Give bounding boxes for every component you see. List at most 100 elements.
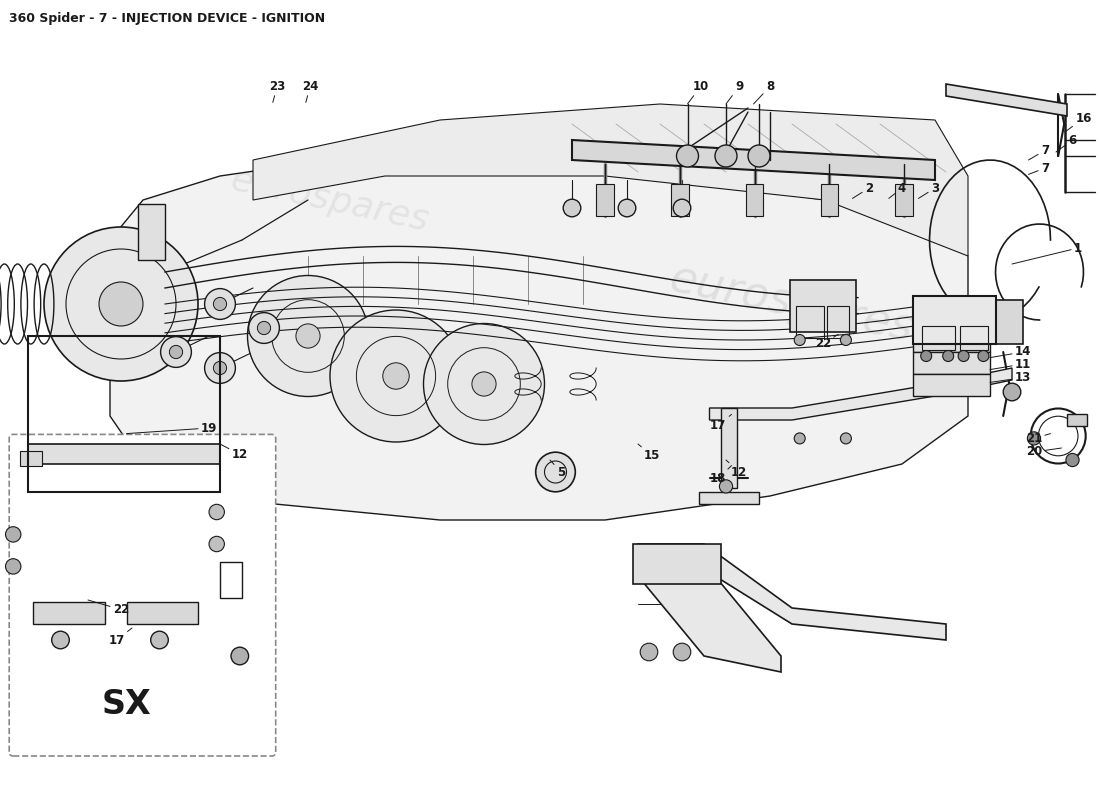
Circle shape <box>44 227 198 381</box>
Text: 12: 12 <box>726 460 747 478</box>
Text: 22: 22 <box>815 334 838 350</box>
Circle shape <box>257 322 271 334</box>
Text: 13: 13 <box>990 371 1031 384</box>
Text: 1: 1 <box>1012 242 1082 264</box>
Circle shape <box>424 323 544 445</box>
Bar <box>913 330 990 352</box>
Bar <box>632 544 721 584</box>
Circle shape <box>794 433 805 444</box>
Bar <box>913 374 990 396</box>
Circle shape <box>748 145 770 167</box>
Circle shape <box>1003 383 1021 401</box>
Polygon shape <box>253 104 968 256</box>
Circle shape <box>296 324 320 348</box>
Text: 10: 10 <box>688 80 708 104</box>
Polygon shape <box>572 140 935 180</box>
Text: 20: 20 <box>1026 446 1061 458</box>
Circle shape <box>205 353 235 383</box>
Bar <box>790 280 856 332</box>
Bar <box>922 326 955 350</box>
Text: 16: 16 <box>1065 112 1091 132</box>
Circle shape <box>1027 432 1041 445</box>
Circle shape <box>715 145 737 167</box>
Text: 21: 21 <box>1026 432 1050 445</box>
Bar <box>28 444 220 464</box>
Circle shape <box>673 199 691 217</box>
Circle shape <box>719 480 733 493</box>
Bar <box>796 306 824 338</box>
Bar <box>28 336 220 492</box>
Circle shape <box>1066 454 1079 466</box>
Text: 23: 23 <box>270 80 285 102</box>
Bar <box>1067 414 1087 426</box>
Text: 18: 18 <box>711 466 732 485</box>
Circle shape <box>536 452 575 492</box>
Circle shape <box>618 199 636 217</box>
Bar <box>960 326 988 350</box>
Text: 24: 24 <box>302 80 318 102</box>
Circle shape <box>209 504 224 520</box>
Circle shape <box>383 362 409 389</box>
Text: 22: 22 <box>88 600 129 616</box>
Text: 7: 7 <box>1028 162 1049 174</box>
Circle shape <box>330 310 462 442</box>
Text: 17: 17 <box>109 628 132 646</box>
Circle shape <box>840 433 851 444</box>
Polygon shape <box>710 368 1012 420</box>
Bar <box>827 306 849 338</box>
Circle shape <box>472 372 496 396</box>
Circle shape <box>151 631 168 649</box>
Bar <box>957 300 1023 344</box>
Polygon shape <box>720 408 737 488</box>
Polygon shape <box>110 160 968 520</box>
Text: 14: 14 <box>990 346 1031 358</box>
Circle shape <box>213 298 227 310</box>
Bar <box>126 602 198 624</box>
Bar <box>746 184 763 216</box>
Circle shape <box>676 145 698 167</box>
Text: 4: 4 <box>889 182 906 198</box>
Text: 15: 15 <box>638 444 660 462</box>
Polygon shape <box>946 84 1067 116</box>
Circle shape <box>958 350 969 362</box>
Circle shape <box>249 313 279 343</box>
Text: 3: 3 <box>918 182 939 198</box>
Bar <box>913 296 996 344</box>
Text: 360 Spider - 7 - INJECTION DEVICE - IGNITION: 360 Spider - 7 - INJECTION DEVICE - IGNI… <box>9 12 324 25</box>
Circle shape <box>209 536 224 552</box>
Circle shape <box>978 350 989 362</box>
Circle shape <box>248 275 368 397</box>
Text: 11: 11 <box>990 358 1031 370</box>
FancyBboxPatch shape <box>9 434 276 756</box>
Bar <box>33 602 104 624</box>
Text: eurospares: eurospares <box>666 257 918 351</box>
Bar <box>913 352 990 374</box>
Circle shape <box>943 350 954 362</box>
Text: 17: 17 <box>711 414 732 432</box>
Circle shape <box>231 647 249 665</box>
Circle shape <box>205 289 235 319</box>
Circle shape <box>921 350 932 362</box>
Text: 8: 8 <box>754 80 774 104</box>
Circle shape <box>794 334 805 346</box>
Polygon shape <box>698 492 759 504</box>
Text: 7: 7 <box>1028 144 1049 160</box>
Text: 12: 12 <box>220 444 248 461</box>
Circle shape <box>213 362 227 374</box>
Text: 6: 6 <box>1056 134 1077 152</box>
Bar <box>821 184 838 216</box>
Bar <box>596 184 614 216</box>
Text: 2: 2 <box>852 182 873 198</box>
Bar <box>671 184 689 216</box>
Circle shape <box>6 558 21 574</box>
Text: eurospares: eurospares <box>228 162 432 238</box>
Text: 19: 19 <box>126 422 217 434</box>
Circle shape <box>6 526 21 542</box>
Circle shape <box>99 282 143 326</box>
Circle shape <box>52 631 69 649</box>
Circle shape <box>673 643 691 661</box>
Circle shape <box>563 199 581 217</box>
Circle shape <box>161 337 191 367</box>
Bar <box>220 562 242 598</box>
Circle shape <box>640 643 658 661</box>
